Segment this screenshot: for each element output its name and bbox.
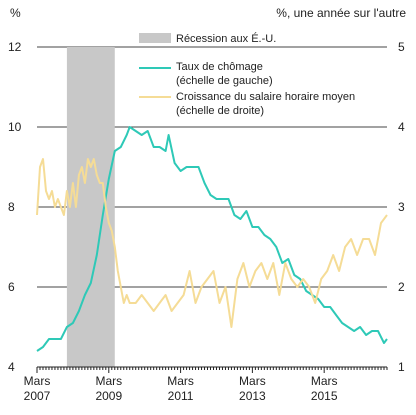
x-tick-label-1-month: Mars	[95, 374, 122, 388]
right-axis-ticks: 1 2 3 4 5	[398, 40, 405, 374]
legend-recession-swatch	[139, 33, 171, 43]
left-tick-label-1: 6	[8, 280, 15, 294]
x-tick-label-2-year: 2011	[168, 389, 194, 403]
series-line-0	[36, 126, 388, 352]
legend-unemployment-label: Taux de chômage	[176, 61, 263, 73]
x-tick-label-1-year: 2009	[95, 389, 122, 403]
right-tick-label-0: 1	[398, 360, 405, 374]
legend-unemployment-scale: (échelle de gauche)	[176, 75, 273, 87]
legend-wage-label: Croissance du salaire horaire moyen	[176, 91, 355, 103]
left-axis-ticks: 4 6 8 10 12	[8, 40, 22, 374]
right-axis-label: %, une année sur l'autre	[276, 6, 406, 20]
x-tick-label-2-month: Mars	[167, 374, 194, 388]
left-tick-label-4: 12	[8, 40, 22, 54]
left-axis-label: %	[10, 6, 21, 20]
legend-wage-scale: (échelle de droite)	[176, 105, 264, 117]
right-tick-label-2: 3	[398, 200, 405, 214]
right-tick-label-3: 4	[398, 120, 405, 134]
series-line-1	[36, 158, 388, 328]
left-tick-label-3: 10	[8, 120, 22, 134]
legend-recession-label: Récession aux É.-U.	[176, 32, 276, 45]
x-tick-label-4-month: Mars	[311, 374, 338, 388]
x-tick-label-0-year: 2007	[24, 389, 51, 403]
left-tick-label-2: 8	[8, 200, 15, 214]
x-tick-label-3-year: 2013	[239, 389, 266, 403]
x-tick-label-4-year: 2015	[311, 389, 338, 403]
x-tick-label-3-month: Mars	[239, 374, 266, 388]
series-layer	[36, 126, 388, 352]
x-tick-label-0-month: Mars	[24, 374, 51, 388]
right-tick-label-4: 5	[398, 40, 405, 54]
legend: Récession aux É.-U. Taux de chômage (éch…	[139, 32, 355, 117]
right-tick-label-1: 2	[398, 280, 405, 294]
left-tick-label-0: 4	[8, 360, 15, 374]
